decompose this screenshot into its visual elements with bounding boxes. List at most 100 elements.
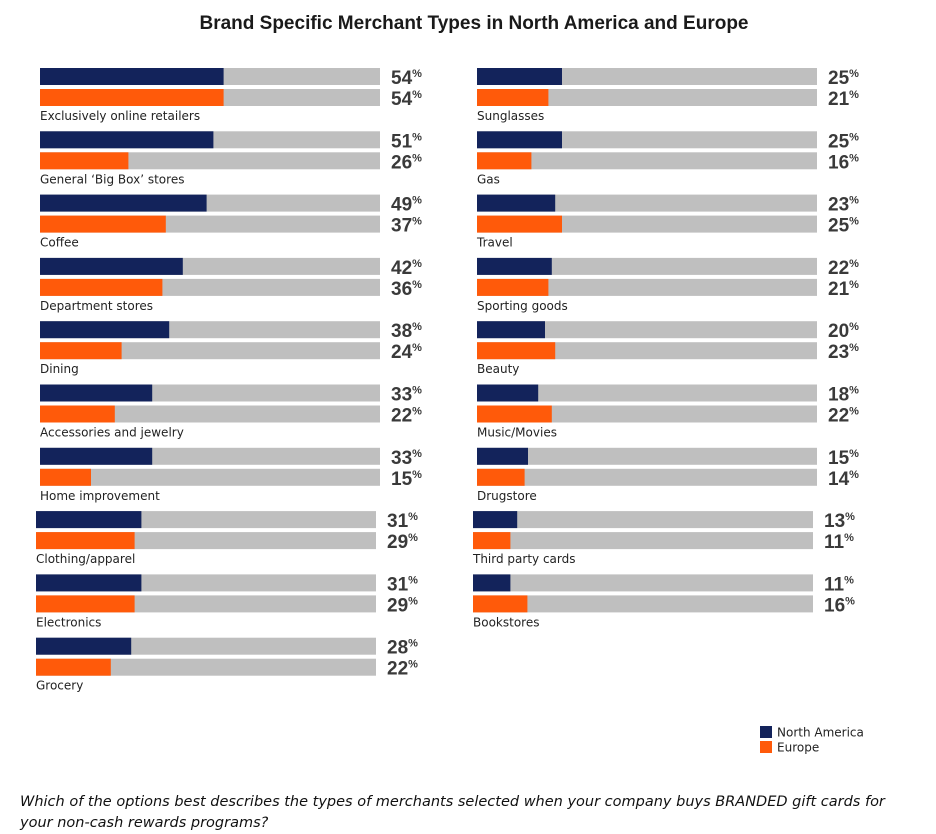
category-label: Bookstores [473,615,539,629]
bar-north-america-sunglasses [477,68,562,85]
value-number: 24 [391,342,413,363]
value-suffix: % [412,385,422,397]
bar-north-america-travel [477,194,556,212]
value-label-north-america-accessories-and-jewelry: 33% [391,385,422,406]
category-label: Sunglasses [477,109,544,123]
value-number: 23 [828,342,849,363]
bar-track-europe [477,342,817,360]
category-label: Drugstore [477,489,537,503]
category-beauty: 20%23%Beauty [477,321,859,376]
value-suffix: % [412,342,422,354]
value-label-north-america-gas: 25% [828,131,859,152]
value-number: 37 [391,216,412,237]
value-label-north-america-drugstore: 15% [828,448,859,469]
value-number: 51 [391,131,413,152]
value-label-europe-electronics: 29% [387,595,418,616]
category-clothing-apparel: 31%29% Clothing/apparel [36,511,418,566]
value-label-north-america-third-party-cards: 13% [824,511,855,532]
category-label: General ‘Big Box’ stores [40,172,184,186]
bar-track-europe [473,595,813,613]
value-suffix: % [412,195,422,207]
value-label-north-america-bookstores: 11% [824,574,854,595]
value-number: 18 [828,385,849,406]
value-suffix: % [408,511,418,523]
value-suffix: % [412,131,422,143]
value-suffix: % [412,258,422,270]
value-label-north-america-dining: 38% [391,321,422,342]
legend-label-europe: Europe [777,741,819,755]
bar-north-america-sporting-goods [477,257,552,275]
value-label-north-america-grocery: 28% [387,638,418,659]
bar-north-america-coffee [40,194,207,212]
bar-north-america-clothing-apparel [36,511,142,529]
bar-europe-home-improvement [40,468,91,486]
bar-track-europe [477,405,817,423]
value-number: 11 [824,574,845,595]
value-number: 31 [387,511,409,532]
bar-track-europe [473,532,813,550]
bar-track-europe [477,89,817,106]
category-music-movies: 18%22%Music/Movies [477,384,859,440]
bar-track-north-america [477,384,817,402]
value-number: 25 [828,68,850,89]
bar-track-europe [40,342,380,360]
bar-track-europe [40,468,380,486]
value-label-europe-bookstores: 16% [824,595,855,616]
value-number: 33 [391,385,412,406]
value-label-europe-grocery: 22% [387,659,418,680]
category-label: Clothing/apparel [36,552,135,566]
value-label-europe-travel: 25% [828,216,859,237]
value-suffix: % [412,321,422,333]
value-number: 11 [824,532,845,553]
bar-north-america-bookstores [473,574,511,592]
bar-europe-beauty [477,342,556,360]
bar-track-north-america [477,447,817,465]
value-suffix: % [845,595,855,607]
bar-track-europe [40,405,380,423]
value-number: 15 [828,448,850,469]
value-suffix: % [849,216,859,228]
value-suffix: % [849,342,859,354]
bar-europe-clothing-apparel [36,532,135,550]
bar-europe-travel [477,215,562,233]
bar-track-europe [36,658,376,676]
bar-track-north-america [477,194,817,212]
category-dining: 38%24%Dining [40,321,422,376]
category-label: Sporting goods [477,299,568,313]
value-label-europe-music-movies: 22% [828,406,859,427]
category-accessories-and-jewelry: 33%22%Accessories and jewelry [40,384,422,440]
value-label-north-america-coffee: 49% [391,195,422,216]
value-number: 49 [391,195,412,216]
value-label-europe-accessories-and-jewelry: 22% [391,406,422,427]
bar-north-america-grocery [36,637,132,655]
value-number: 22 [387,659,408,680]
value-suffix: % [849,469,859,481]
bar-north-america-dining [40,321,170,339]
value-label-north-america-sunglasses: 25% [828,68,859,89]
legend-swatch-europe [760,741,772,753]
value-label-north-america-exclusively-online-retailers: 54% [391,68,422,89]
legend-label-north-america: North America [777,726,864,740]
category-electronics: 31%29%Electronics [36,574,418,629]
value-label-north-america-clothing-apparel: 31% [387,511,418,532]
value-number: 29 [387,595,408,616]
value-number: 25 [828,131,850,152]
value-suffix: % [844,574,854,586]
category-coffee: 49%37%Coffee [40,194,422,250]
bar-europe-dining [40,342,122,360]
value-number: 20 [828,321,849,342]
category-gas: 25%16%Gas [477,131,859,186]
value-suffix: % [849,195,859,207]
value-label-europe-gas: 16% [828,152,859,173]
value-number: 16 [828,152,849,173]
value-number: 29 [387,532,408,553]
bar-track-europe [477,278,817,296]
category-exclusively-online-retailers: 54%54%Exclusively online retailers [40,68,422,123]
category-sunglasses: 25%21%Sunglasses [477,68,859,123]
category-bookstores: 11%16%Bookstores [473,574,855,629]
value-number: 21 [828,89,850,110]
bar-europe-exclusively-online-retailers [40,89,224,106]
bars-layer: 54%54%Exclusively online retailers51%26%… [36,68,859,693]
